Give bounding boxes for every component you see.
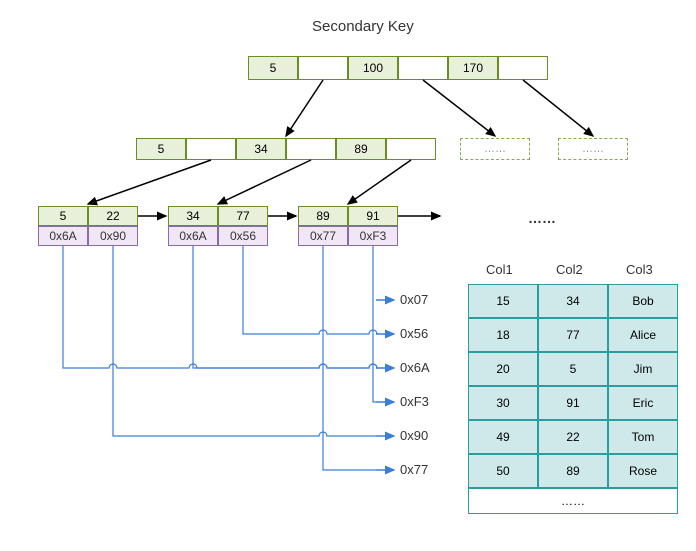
table-cell: 5 [538,352,608,386]
mid-empty-cell [286,138,336,160]
pointer-label: 0x56 [400,326,428,341]
leaf-key-cell: 5 [38,206,88,226]
leaf-key-cell: 22 [88,206,138,226]
table-cell: Eric [608,386,678,420]
ghost-node: …… [460,138,530,160]
ghost-node: …… [558,138,628,160]
leaf-ptr-cell: 0x6A [168,226,218,246]
leaf-key-cell: 34 [168,206,218,226]
pointer-label: 0x77 [400,462,428,477]
mid-key-cell: 89 [336,138,386,160]
diagram-title: Secondary Key [312,18,414,35]
root-key-cell: 100 [348,56,398,80]
leaf-ellipsis: …… [528,210,556,226]
root-key-cell: 170 [448,56,498,80]
table-cell: 22 [538,420,608,454]
leaf-ptr-cell: 0x77 [298,226,348,246]
leaf-key-cell: 89 [298,206,348,226]
table-header: Col3 [626,262,653,277]
table-cell: 77 [538,318,608,352]
pointer-label: 0x6A [400,360,430,375]
root-empty-cell [498,56,548,80]
root-empty-cell [298,56,348,80]
leaf-key-cell: 91 [348,206,398,226]
table-cell: 89 [538,454,608,488]
table-cell: 49 [468,420,538,454]
table-cell: 30 [468,386,538,420]
table-cell: Jim [608,352,678,386]
pointer-label: 0xF3 [400,394,429,409]
table-cell: 18 [468,318,538,352]
table-cell: 50 [468,454,538,488]
table-cell: 34 [538,284,608,318]
table-header: Col2 [556,262,583,277]
pointer-label: 0x07 [400,292,428,307]
leaf-ptr-cell: 0x6A [38,226,88,246]
mid-key-cell: 5 [136,138,186,160]
table-cell: Bob [608,284,678,318]
mid-empty-cell [386,138,436,160]
root-empty-cell [398,56,448,80]
table-cell: Tom [608,420,678,454]
leaf-ptr-cell: 0x90 [88,226,138,246]
pointer-label: 0x90 [400,428,428,443]
table-cell: 15 [468,284,538,318]
table-cell: Alice [608,318,678,352]
leaf-ptr-cell: 0x56 [218,226,268,246]
root-key-cell: 5 [248,56,298,80]
leaf-ptr-cell: 0xF3 [348,226,398,246]
leaf-key-cell: 77 [218,206,268,226]
mid-empty-cell [186,138,236,160]
mid-key-cell: 34 [236,138,286,160]
table-cell: 20 [468,352,538,386]
table-cell: 91 [538,386,608,420]
table-cell: Rose [608,454,678,488]
table-footer: …… [468,488,678,514]
table-header: Col1 [486,262,513,277]
